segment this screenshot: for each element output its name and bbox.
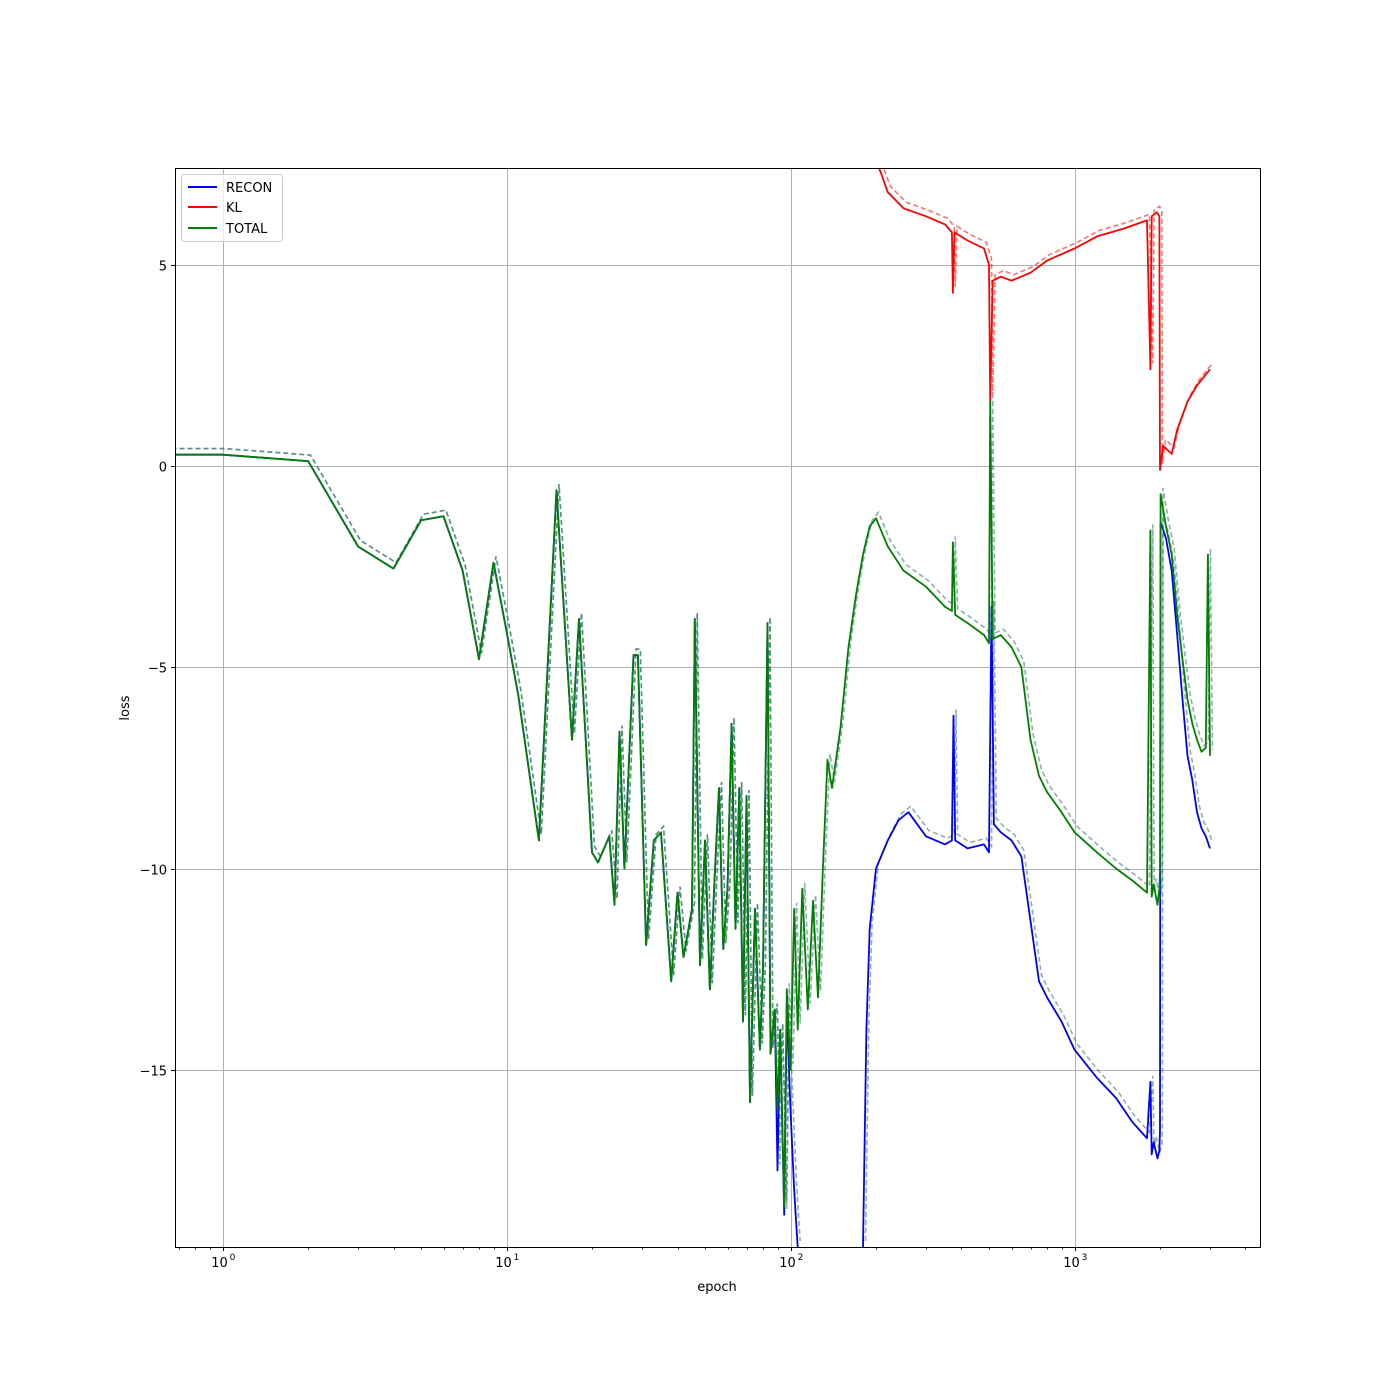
x-tick-label: 10 — [211, 1256, 228, 1271]
y-tick-label: 0 — [159, 461, 167, 476]
x-tick-label-exponent: 3 — [1082, 1253, 1088, 1263]
x-tick-label-exponent: 2 — [798, 1253, 804, 1263]
y-tick-label: −5 — [148, 662, 167, 677]
legend-label-kl: KL — [226, 201, 243, 216]
recon-dashed-line — [864, 516, 1214, 1242]
y-tick-label: 5 — [159, 260, 167, 275]
total-dashed-line — [175, 395, 1214, 1201]
y-axis-label: loss — [118, 695, 133, 720]
y-tick-label: −15 — [140, 1065, 167, 1080]
legend-label-total: TOTAL — [225, 222, 268, 237]
kl-line — [878, 168, 1211, 471]
axis-ticks: 10 0 10 1 10 2 10 350−5−10−15 — [140, 260, 1246, 1271]
recon-line-segment-2 — [862, 521, 1211, 1247]
y-tick-label: −10 — [140, 864, 167, 879]
x-tick-label-exponent: 0 — [230, 1253, 236, 1263]
x-tick-label-exponent: 1 — [514, 1253, 520, 1263]
x-axis-label: epoch — [697, 1280, 737, 1295]
legend-box — [181, 174, 283, 242]
x-tick-label: 10 — [495, 1256, 512, 1271]
plot-lines — [175, 168, 1214, 1247]
x-tick-label: 10 — [1063, 1256, 1080, 1271]
total-line — [175, 400, 1211, 1208]
legend-label-recon: RECON — [226, 181, 272, 196]
legend: RECON KL TOTAL — [181, 174, 283, 242]
plot-frame — [175, 168, 1261, 1248]
grid — [175, 168, 1260, 1247]
x-tick-label: 10 — [779, 1256, 796, 1271]
